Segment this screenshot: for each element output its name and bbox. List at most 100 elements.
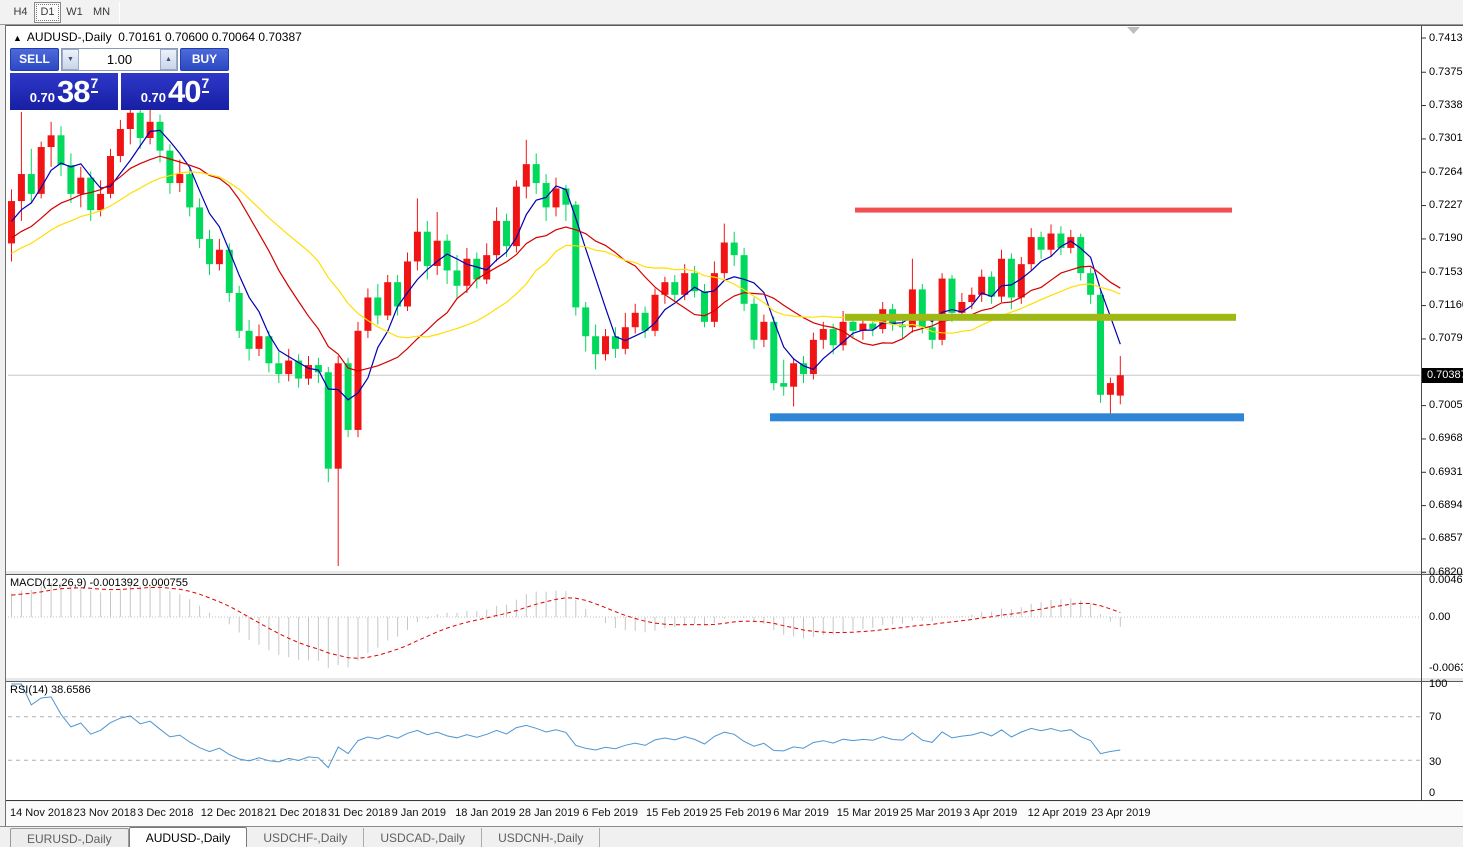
collapse-triangle-icon[interactable]: ▲ bbox=[13, 33, 22, 43]
candle-down bbox=[750, 303, 758, 340]
tab-usdcnhdaily[interactable]: USDCNH-,Daily bbox=[482, 828, 601, 847]
candle-up bbox=[493, 220, 501, 256]
candle-up bbox=[1047, 233, 1055, 250]
candle-down bbox=[780, 383, 788, 387]
macd-label: MACD(12,26,9) -0.001392 0.000755 bbox=[10, 577, 188, 589]
candle-up bbox=[681, 273, 689, 295]
candle-down bbox=[1097, 294, 1104, 395]
candle-down bbox=[196, 207, 204, 239]
candle-down bbox=[295, 360, 303, 379]
date-label: 18 Jan 2019 bbox=[455, 807, 516, 819]
ma-fast-line bbox=[11, 129, 1121, 401]
sell-button[interactable]: SELL bbox=[10, 48, 59, 71]
candle-down bbox=[166, 150, 174, 184]
candle-down bbox=[532, 164, 540, 184]
candle-up bbox=[1067, 237, 1075, 248]
buy-price-button[interactable]: 0.70 40 7 bbox=[121, 73, 229, 110]
volume-input[interactable] bbox=[79, 49, 160, 70]
date-label: 12 Apr 2019 bbox=[1027, 807, 1087, 819]
candle-down bbox=[869, 323, 877, 330]
chart-shift-marker-icon[interactable] bbox=[1127, 27, 1140, 34]
candle-up bbox=[116, 129, 124, 157]
candle-down bbox=[423, 231, 431, 266]
candle-up bbox=[958, 301, 966, 313]
macd-tick-label: 0.00 bbox=[1429, 610, 1451, 623]
tab-eurusddaily[interactable]: EURUSD-,Daily bbox=[10, 828, 129, 847]
broken-support-line[interactable] bbox=[845, 313, 1236, 321]
candle-down bbox=[136, 112, 144, 139]
date-label: 31 Dec 2018 bbox=[328, 807, 391, 819]
candle-down bbox=[156, 121, 164, 151]
timeframe-button-H4[interactable]: H4 bbox=[13, 6, 28, 18]
candle-up bbox=[384, 282, 392, 316]
candle-up bbox=[364, 297, 372, 331]
ohlc-values: 0.70161 0.70600 0.70064 0.70387 bbox=[118, 30, 302, 44]
candle-down bbox=[27, 174, 35, 194]
resistance-line[interactable] bbox=[855, 207, 1232, 213]
candle-up bbox=[938, 278, 946, 340]
chevron-up-icon: ▲ bbox=[165, 56, 172, 63]
candle-up bbox=[37, 147, 45, 194]
candle-up bbox=[631, 312, 639, 328]
pane-splitter[interactable] bbox=[6, 678, 1463, 681]
candle-up bbox=[305, 365, 312, 379]
candle-up bbox=[760, 321, 768, 340]
buy-price-prefix: 0.70 bbox=[140, 90, 167, 105]
buy-button[interactable]: BUY bbox=[180, 48, 229, 71]
timeframe-button-MN[interactable]: MN bbox=[92, 6, 111, 18]
candle-up bbox=[998, 258, 1005, 297]
pane-splitter[interactable] bbox=[6, 571, 1463, 574]
tab-usdchfdaily[interactable]: USDCHF-,Daily bbox=[247, 828, 365, 847]
timeframe-toolbar: H4 D1 W1 MN bbox=[0, 0, 1463, 25]
candle-down bbox=[562, 188, 570, 205]
tab-audusddaily[interactable]: AUDUSD-,Daily bbox=[128, 827, 248, 847]
candle-down bbox=[918, 289, 926, 328]
candle-up bbox=[126, 112, 134, 130]
candle-up bbox=[285, 360, 293, 375]
date-label: 14 Nov 2018 bbox=[10, 807, 73, 819]
rsi-pane[interactable] bbox=[6, 681, 1463, 801]
candle-up bbox=[710, 273, 718, 322]
candle-down bbox=[1057, 233, 1065, 248]
timeframe-button-group: H4 D1 W1 MN bbox=[7, 1, 115, 23]
candle-up bbox=[790, 363, 798, 387]
candle-up bbox=[661, 282, 669, 295]
date-label: 23 Nov 2018 bbox=[73, 807, 136, 819]
candle-up bbox=[1027, 237, 1035, 265]
volume-increase-button[interactable]: ▲ bbox=[160, 49, 177, 70]
sell-price-button[interactable]: 0.70 38 7 bbox=[10, 73, 118, 110]
candle-down bbox=[1077, 237, 1085, 274]
main-chart-pane[interactable] bbox=[6, 25, 1463, 571]
candle-up bbox=[1106, 383, 1114, 395]
tab-usdcaddaily[interactable]: USDCAD-,Daily bbox=[364, 828, 483, 847]
candle-up bbox=[859, 323, 867, 331]
timeframe-button-W1[interactable]: W1 bbox=[66, 6, 83, 18]
candle-down bbox=[849, 321, 857, 331]
candle-down bbox=[503, 220, 510, 247]
chart-ohlc-header: ▲ AUDUSD-,Daily 0.70161 0.70600 0.70064 0… bbox=[13, 30, 302, 44]
candle-up bbox=[17, 174, 25, 202]
sell-price-pipette: 7 bbox=[90, 75, 99, 93]
date-label: 3 Dec 2018 bbox=[137, 807, 194, 819]
candle-up bbox=[512, 186, 520, 247]
candle-down bbox=[245, 330, 253, 349]
candle-down bbox=[542, 183, 550, 208]
volume-decrease-button[interactable]: ▼ bbox=[62, 49, 79, 70]
rsi-tick-label: 30 bbox=[1429, 755, 1442, 768]
date-label: 12 Dec 2018 bbox=[200, 807, 264, 819]
candle-down bbox=[235, 292, 243, 331]
candle-down bbox=[988, 276, 996, 297]
candle-up bbox=[978, 276, 986, 295]
support-line[interactable] bbox=[770, 413, 1244, 422]
candle-down bbox=[582, 307, 590, 337]
candle-down bbox=[641, 312, 649, 331]
candle-down bbox=[265, 336, 273, 364]
chart-tab-bar: EURUSD-,Daily AUDUSD-,Daily USDCHF-,Daily U… bbox=[0, 826, 1463, 847]
timeframe-button-D1[interactable]: D1 bbox=[34, 1, 61, 23]
